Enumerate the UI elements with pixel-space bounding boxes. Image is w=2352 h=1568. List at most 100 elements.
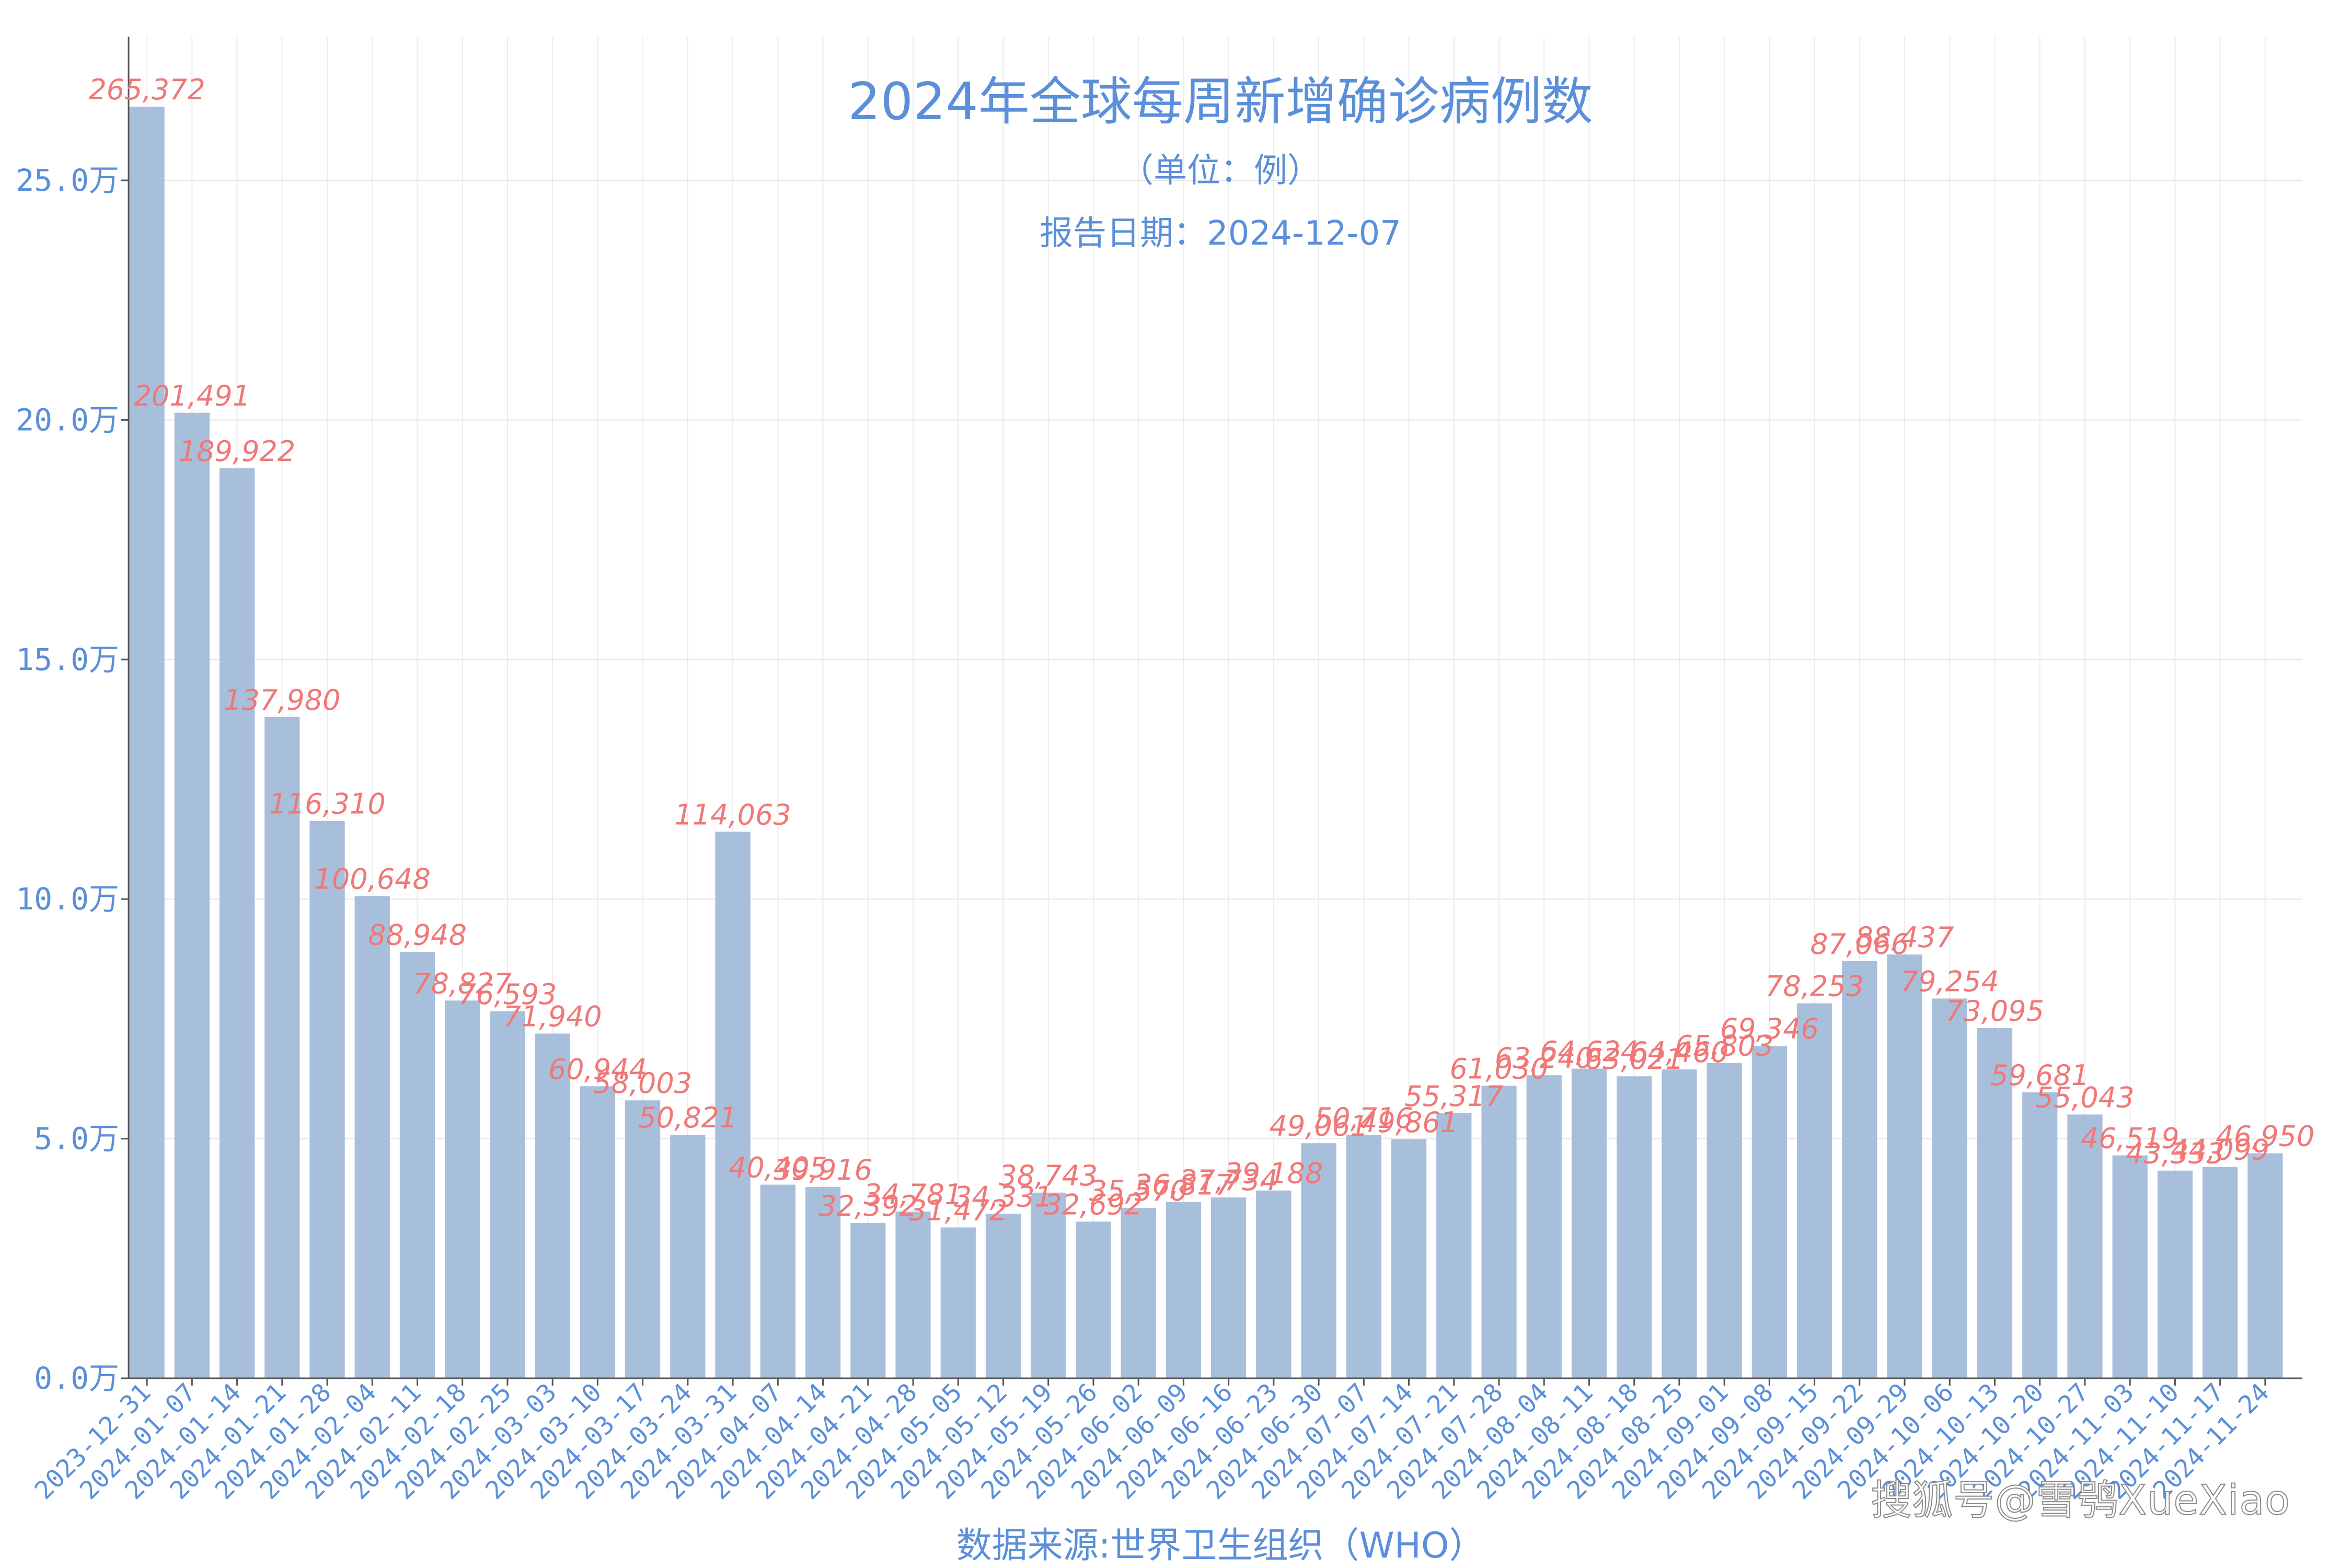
bar (1662, 1069, 1697, 1378)
bar (2022, 1092, 2058, 1378)
bar (1301, 1143, 1336, 1378)
data-label: 137,980 (224, 684, 340, 717)
data-label: 34,781 (864, 1178, 963, 1211)
data-label: 44,099 (2171, 1134, 2269, 1167)
bar (309, 821, 345, 1378)
y-tick-label: 0.0万 (34, 1361, 119, 1396)
data-label: 49,061 (1270, 1110, 1368, 1143)
data-label: 189,922 (179, 435, 295, 468)
data-label: 265,372 (88, 73, 205, 106)
y-tick-label: 25.0万 (16, 163, 119, 198)
data-label: 50,716 (1315, 1102, 1413, 1135)
data-label: 55,317 (1404, 1080, 1503, 1113)
bar (535, 1033, 570, 1378)
x-axis-label: 数据来源:世界卫生组织（WHO） (956, 1525, 1485, 1566)
bar (1391, 1139, 1427, 1378)
bar (2203, 1167, 2238, 1378)
x-tick-labels: 2023-12-312024-01-072024-01-142024-01-21… (29, 1378, 2275, 1505)
bar (1031, 1192, 1066, 1378)
bar (1256, 1190, 1292, 1378)
data-label: 78,827 (413, 967, 512, 1000)
data-label: 64,624 (1540, 1035, 1639, 1068)
y-tick-label: 5.0万 (34, 1121, 119, 1157)
bar (2112, 1155, 2148, 1378)
data-label: 50,821 (638, 1101, 737, 1134)
data-label: 40,405 (729, 1151, 827, 1184)
y-tick-label: 15.0万 (16, 642, 119, 677)
data-label: 49,861 (1359, 1106, 1458, 1139)
data-label: 58,003 (593, 1067, 692, 1100)
data-label: 79,254 (1900, 965, 1999, 998)
bar (264, 717, 300, 1378)
data-label: 60,944 (548, 1053, 647, 1086)
bar (219, 468, 255, 1378)
bar (715, 832, 751, 1378)
data-label: 46,519 (2081, 1122, 2180, 1155)
data-label: 32,392 (818, 1190, 917, 1223)
bar (2157, 1170, 2193, 1378)
report-date: 报告日期：2024-12-07 (1040, 214, 1401, 253)
bar (1481, 1086, 1517, 1378)
bar (1210, 1197, 1247, 1378)
bar (1842, 961, 1877, 1378)
chart-title: 2024年全球每周新增确诊病例数 (848, 72, 1593, 132)
bar (445, 1000, 480, 1378)
y-tick-label: 10.0万 (16, 881, 119, 917)
data-label: 55,043 (2035, 1081, 2134, 1114)
bar (1076, 1221, 1111, 1378)
bar (1526, 1075, 1562, 1378)
bar (399, 952, 435, 1378)
data-label: 65,803 (1675, 1030, 1774, 1063)
bars (129, 107, 2283, 1378)
data-label: 69,346 (1720, 1012, 1819, 1045)
bar (174, 412, 210, 1378)
data-label: 35,570 (1089, 1174, 1188, 1207)
data-label: 73,095 (1945, 995, 2044, 1028)
bar (1932, 998, 1967, 1378)
bar (129, 107, 165, 1378)
data-label: 43,333 (2126, 1137, 2224, 1170)
axes (128, 37, 2302, 1379)
bar (1977, 1028, 2013, 1378)
watermark: 搜狐号@雪鸮XueXiao (1871, 1477, 2290, 1525)
data-label: 34,331 (954, 1180, 1053, 1213)
data-label: 61,030 (1450, 1052, 1549, 1085)
bar (490, 1011, 525, 1378)
bar (2067, 1114, 2103, 1378)
bar (760, 1184, 795, 1378)
data-label: 63,240 (1495, 1042, 1594, 1075)
y-tick-label: 20.0万 (16, 402, 119, 437)
data-label: 78,253 (1765, 970, 1864, 1003)
chart-subtitle: （单位：例） (1120, 152, 1321, 190)
bar (1166, 1202, 1202, 1378)
bar (1617, 1076, 1652, 1378)
bar (354, 896, 390, 1378)
bar (625, 1100, 661, 1378)
bar (1346, 1135, 1381, 1378)
bar (1707, 1063, 1742, 1378)
bar (1121, 1207, 1156, 1378)
bar (580, 1086, 616, 1378)
data-label: 38,743 (999, 1159, 1098, 1192)
bar (2247, 1153, 2283, 1378)
bar (1796, 1003, 1832, 1378)
bar (940, 1227, 976, 1378)
data-label: 116,310 (269, 788, 385, 821)
data-label: 63,021 (1585, 1043, 1684, 1076)
data-label: 32,692 (1044, 1188, 1143, 1221)
y-tick-labels: 0.0万 5.0万 10.0万 15.0万 20.0万 25.0万 (16, 163, 129, 1396)
data-label: 59,681 (1990, 1059, 2089, 1092)
bar (805, 1187, 841, 1378)
data-label: 71,940 (503, 1000, 602, 1033)
data-label: 39,916 (774, 1154, 872, 1186)
data-label: 201,491 (134, 379, 250, 412)
data-labels: 265,372 201,491 189,922 137,980 116,310 100,6… (88, 73, 2314, 1227)
bar (985, 1214, 1021, 1378)
data-label: 46,950 (2216, 1120, 2314, 1153)
data-label: 88,948 (368, 919, 467, 952)
bar (1571, 1068, 1607, 1378)
data-label: 76,593 (458, 978, 557, 1011)
data-label: 39,188 (1224, 1157, 1323, 1190)
data-label: 114,063 (674, 798, 791, 831)
